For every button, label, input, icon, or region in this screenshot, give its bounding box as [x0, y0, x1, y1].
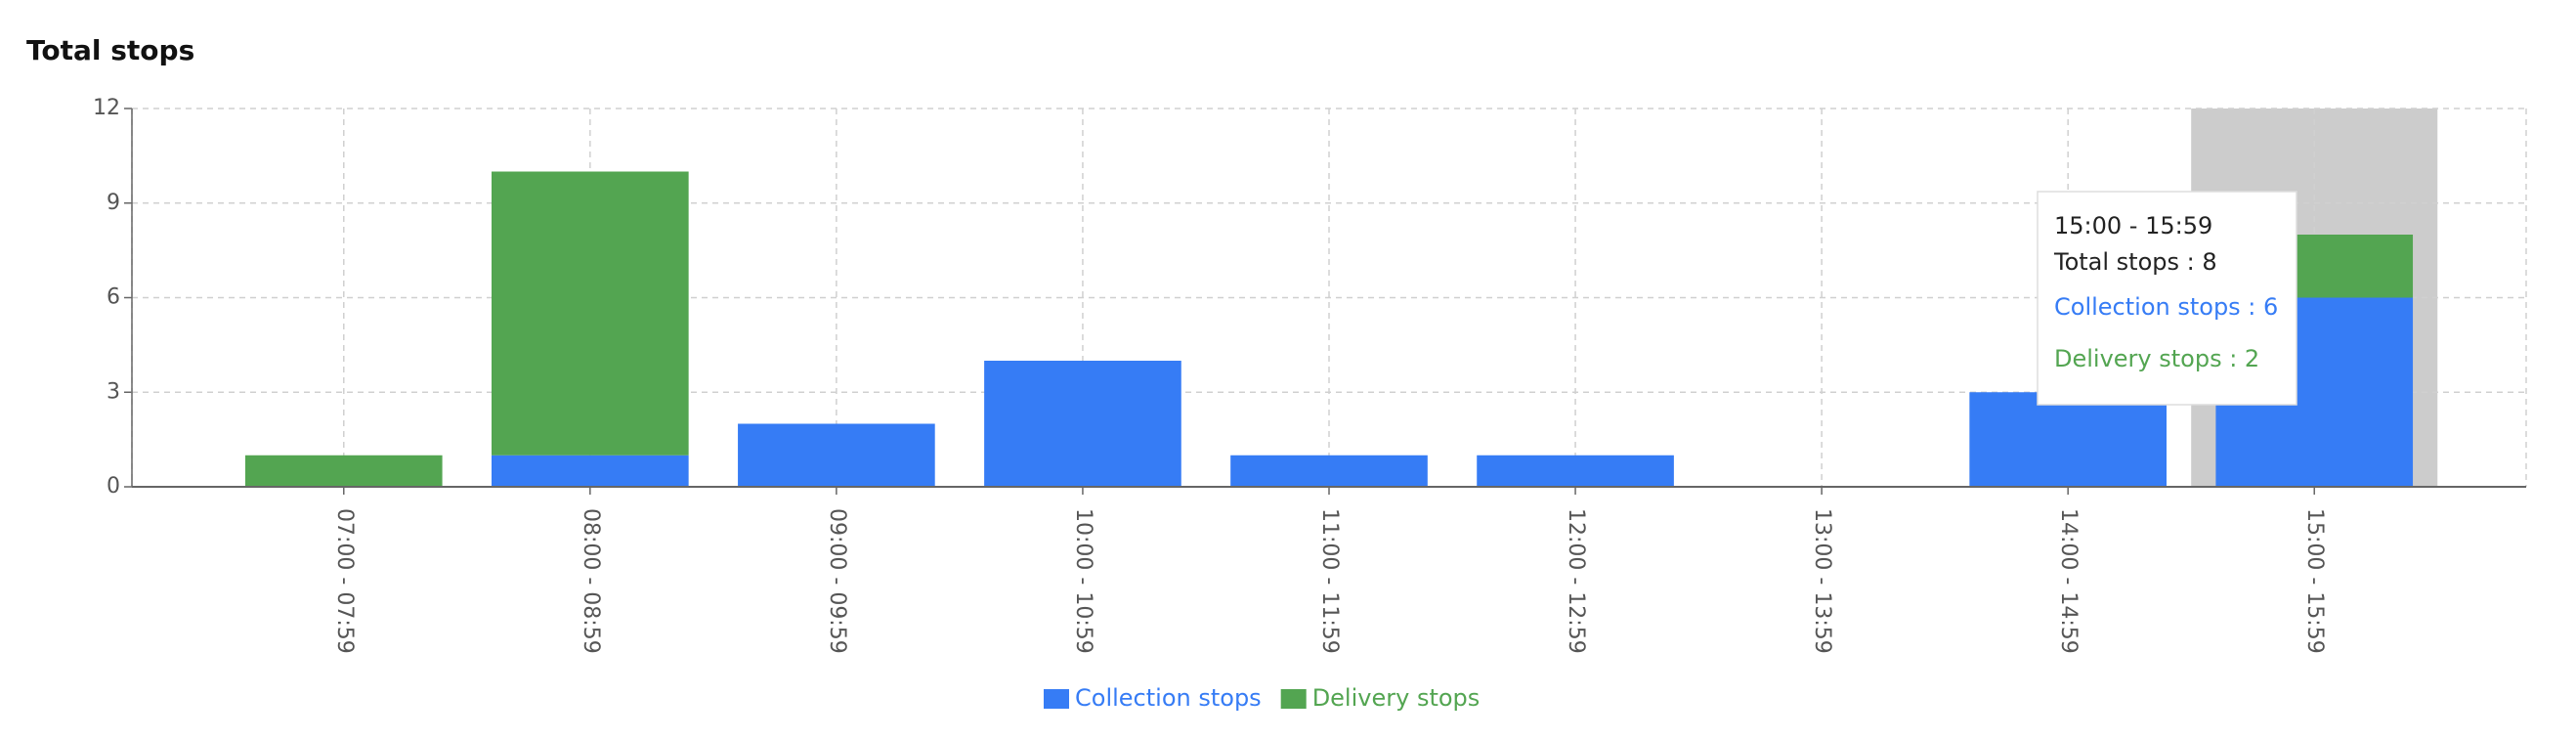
y-tick-label: 12: [93, 96, 120, 120]
y-tick-label: 0: [107, 474, 120, 499]
tooltip-line: Delivery stops : 2: [2054, 345, 2259, 372]
tooltip-line: Collection stops : 6: [2054, 293, 2278, 321]
bar-segment: [1230, 455, 1428, 487]
legend-label: Collection stops: [1075, 684, 1262, 712]
legend-label: Delivery stops: [1312, 684, 1481, 712]
y-tick-label: 6: [107, 285, 120, 310]
legend-swatch: [1044, 689, 1069, 709]
tooltip-box: [2037, 191, 2297, 406]
bar-segment: [244, 455, 443, 487]
x-tick-label: 12:00 - 12:59: [1564, 508, 1588, 654]
bar-segment: [492, 171, 689, 456]
bar-segment: [738, 423, 935, 487]
y-tick-label: 9: [107, 191, 120, 215]
x-tick-label: 11:00 - 11:59: [1317, 508, 1342, 654]
x-tick-label: 10:00 - 10:59: [1071, 508, 1095, 654]
y-tick-label: 3: [107, 379, 120, 404]
tooltip-line: Total stops : 8: [2053, 248, 2217, 276]
x-tick-label: 09:00 - 09:59: [825, 508, 849, 654]
bar-segment: [1477, 455, 1674, 487]
chart-title: Total stops: [26, 34, 194, 66]
x-tick-label: 14:00 - 14:59: [2056, 508, 2081, 654]
x-tick-label: 15:00 - 15:59: [2302, 508, 2327, 654]
x-tick-label: 08:00 - 08:59: [579, 508, 603, 654]
bar-segment: [492, 455, 689, 487]
x-tick-label: 13:00 - 13:59: [1810, 508, 1834, 654]
bar-segment: [984, 361, 1181, 487]
x-tick-label: 07:00 - 07:59: [332, 508, 357, 654]
legend-swatch: [1280, 689, 1307, 709]
bar-segment: [1969, 392, 2167, 487]
tooltip-title: 15:00 - 15:59: [2054, 212, 2212, 239]
